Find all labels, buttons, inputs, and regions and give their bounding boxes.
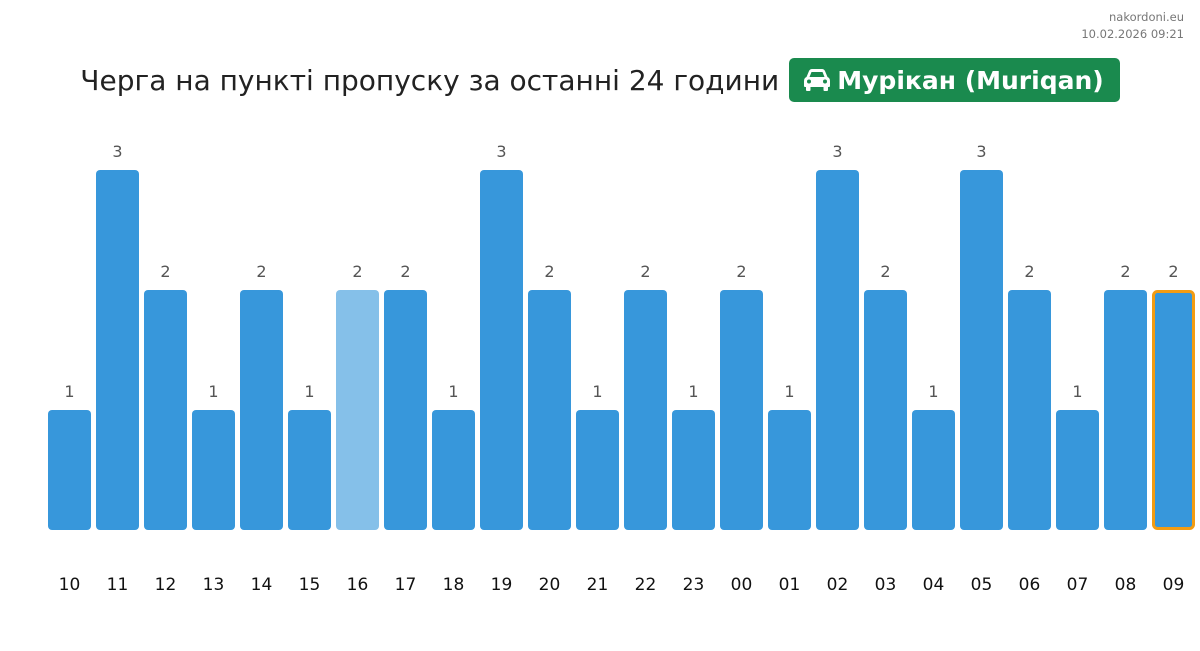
value-label-14: 2 bbox=[256, 262, 266, 281]
value-label-07: 1 bbox=[1072, 382, 1082, 401]
value-label-22: 2 bbox=[640, 262, 650, 281]
hour-label-18: 18 bbox=[443, 575, 465, 595]
hour-label-15: 15 bbox=[299, 575, 321, 595]
hour-label-13: 13 bbox=[203, 575, 225, 595]
value-label-21: 1 bbox=[592, 382, 602, 401]
hour-label-12: 12 bbox=[155, 575, 177, 595]
bar-14[interactable] bbox=[240, 290, 283, 530]
value-label-01: 1 bbox=[784, 382, 794, 401]
value-label-03: 2 bbox=[880, 262, 890, 281]
bar-22[interactable] bbox=[624, 290, 667, 530]
hour-label-17: 17 bbox=[395, 575, 417, 595]
hour-label-07: 07 bbox=[1067, 575, 1089, 595]
hour-label-10: 10 bbox=[59, 575, 81, 595]
hour-label-00: 00 bbox=[731, 575, 753, 595]
hour-label-06: 06 bbox=[1019, 575, 1041, 595]
bar-16[interactable] bbox=[336, 290, 379, 530]
bar-11[interactable] bbox=[96, 170, 139, 530]
bar-02[interactable] bbox=[816, 170, 859, 530]
value-label-11: 3 bbox=[112, 142, 122, 161]
bar-04[interactable] bbox=[912, 410, 955, 530]
value-label-08: 2 bbox=[1120, 262, 1130, 281]
hour-label-11: 11 bbox=[107, 575, 129, 595]
value-label-20: 2 bbox=[544, 262, 554, 281]
chart-title: Черга на пункті пропуску за останні 24 г… bbox=[80, 63, 780, 97]
bar-12[interactable] bbox=[144, 290, 187, 530]
value-label-10: 1 bbox=[64, 382, 74, 401]
bar-19[interactable] bbox=[480, 170, 523, 530]
value-label-16: 2 bbox=[352, 262, 362, 281]
value-label-02: 3 bbox=[832, 142, 842, 161]
hour-label-14: 14 bbox=[251, 575, 273, 595]
hour-label-09: 09 bbox=[1163, 575, 1185, 595]
car-icon bbox=[804, 69, 831, 91]
bar-23[interactable] bbox=[672, 410, 715, 530]
bar-13[interactable] bbox=[192, 410, 235, 530]
bar-21[interactable] bbox=[576, 410, 619, 530]
bar-10[interactable] bbox=[48, 410, 91, 530]
site-name: nakordoni.eu bbox=[1109, 10, 1184, 24]
hour-label-19: 19 bbox=[491, 575, 513, 595]
value-label-05: 3 bbox=[976, 142, 986, 161]
hour-label-16: 16 bbox=[347, 575, 369, 595]
timestamp: 10.02.2026 09:21 bbox=[1081, 27, 1184, 41]
hour-label-05: 05 bbox=[971, 575, 993, 595]
bar-09[interactable] bbox=[1152, 290, 1195, 530]
bar-00[interactable] bbox=[720, 290, 763, 530]
hour-label-04: 04 bbox=[923, 575, 945, 595]
bar-08[interactable] bbox=[1104, 290, 1147, 530]
value-label-23: 1 bbox=[688, 382, 698, 401]
value-label-13: 1 bbox=[208, 382, 218, 401]
bar-15[interactable] bbox=[288, 410, 331, 530]
bar-07[interactable] bbox=[1056, 410, 1099, 530]
hour-label-23: 23 bbox=[683, 575, 705, 595]
bar-17[interactable] bbox=[384, 290, 427, 530]
hour-label-08: 08 bbox=[1115, 575, 1137, 595]
bar-03[interactable] bbox=[864, 290, 907, 530]
bar-05[interactable] bbox=[960, 170, 1003, 530]
value-label-17: 2 bbox=[400, 262, 410, 281]
value-label-15: 1 bbox=[304, 382, 314, 401]
hour-label-03: 03 bbox=[875, 575, 897, 595]
hour-label-22: 22 bbox=[635, 575, 657, 595]
chart-header: Черга на пункті пропуску за останні 24 г… bbox=[0, 58, 1200, 102]
value-label-18: 1 bbox=[448, 382, 458, 401]
bar-18[interactable] bbox=[432, 410, 475, 530]
meta-info: nakordoni.eu 10.02.2026 09:21 bbox=[1081, 9, 1184, 43]
value-label-09: 2 bbox=[1168, 262, 1178, 281]
checkpoint-name: Мурікан (Muriqan) bbox=[837, 65, 1104, 95]
bar-01[interactable] bbox=[768, 410, 811, 530]
bar-20[interactable] bbox=[528, 290, 571, 530]
value-label-12: 2 bbox=[160, 262, 170, 281]
value-label-19: 3 bbox=[496, 142, 506, 161]
value-label-00: 2 bbox=[736, 262, 746, 281]
value-label-06: 2 bbox=[1024, 262, 1034, 281]
hour-label-02: 02 bbox=[827, 575, 849, 595]
hour-label-21: 21 bbox=[587, 575, 609, 595]
hour-label-01: 01 bbox=[779, 575, 801, 595]
checkpoint-badge: Мурікан (Muriqan) bbox=[789, 58, 1120, 102]
hour-label-20: 20 bbox=[539, 575, 561, 595]
value-label-04: 1 bbox=[928, 382, 938, 401]
bar-06[interactable] bbox=[1008, 290, 1051, 530]
